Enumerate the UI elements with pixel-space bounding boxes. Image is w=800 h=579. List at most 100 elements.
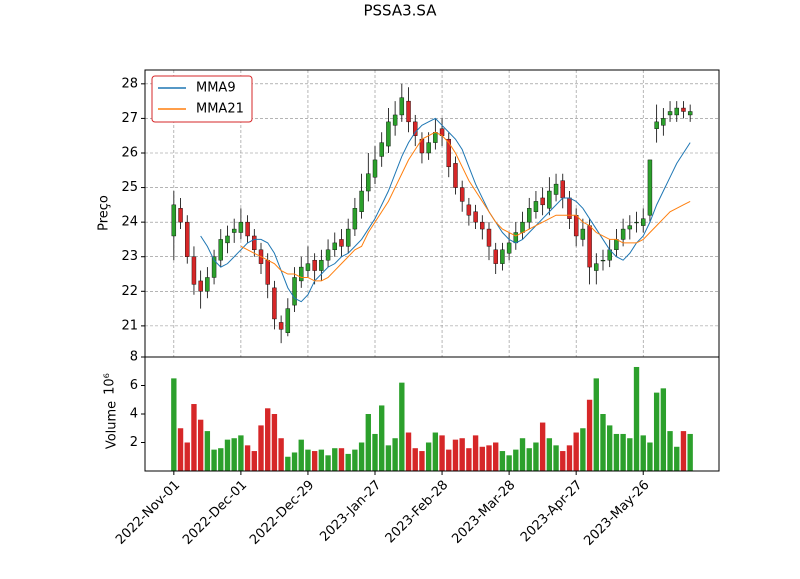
x-tick-label: 2022-Dec-29	[247, 478, 317, 548]
candle-body	[433, 132, 438, 143]
candle-body	[352, 208, 358, 230]
volume-y-tick-label: 6	[130, 378, 138, 393]
candle-body	[386, 121, 391, 147]
volume-bar	[379, 405, 385, 471]
volume-bar	[680, 431, 687, 471]
candle-body	[198, 280, 203, 292]
volume-bar	[311, 451, 318, 471]
volume-bar	[613, 433, 620, 471]
candle-body	[600, 259, 606, 262]
volume-bar	[486, 445, 492, 471]
volume-bar	[600, 414, 606, 471]
candle-body	[641, 218, 646, 226]
volume-bar	[399, 382, 405, 471]
x-tick-label: 2023-Jan-27	[317, 478, 384, 545]
volume-bar	[352, 449, 358, 471]
candle-body	[687, 111, 693, 116]
volume-bar	[472, 435, 479, 471]
candle-body	[426, 142, 431, 154]
candle-body	[332, 242, 337, 251]
candle-body	[413, 121, 418, 136]
volume-bar	[553, 445, 559, 471]
volume-bar	[513, 449, 519, 471]
candle-body	[205, 277, 210, 292]
volume-bar	[566, 445, 573, 471]
volume-bar	[258, 425, 264, 471]
volume-bar	[218, 448, 224, 471]
candle-body	[527, 208, 532, 223]
volume-bar	[452, 439, 459, 471]
candle-body	[500, 249, 505, 264]
candle-body	[399, 97, 405, 116]
volume-bar	[385, 445, 392, 471]
x-tick-label: 2023-May-26	[581, 478, 652, 549]
volume-bar	[546, 438, 553, 471]
volume-bar	[586, 399, 593, 471]
x-tick-label: 2023-Apr-27	[518, 478, 585, 545]
volume-bar	[197, 419, 204, 471]
volume-bar	[405, 432, 412, 471]
y-tick-label: 25	[121, 180, 138, 195]
volume-y-tick-label: 2	[130, 435, 138, 450]
y-tick-label: 26	[121, 145, 138, 160]
candle-body	[654, 121, 659, 129]
candle-body	[580, 228, 586, 240]
candle-body	[392, 114, 398, 126]
candle-body	[446, 138, 451, 168]
volume-bar	[425, 442, 432, 471]
volume-bar	[580, 428, 586, 471]
candle-body	[225, 235, 230, 244]
candle-body	[486, 228, 492, 247]
volume-bar	[271, 414, 278, 471]
candle-body	[520, 221, 525, 233]
candle-body	[406, 100, 411, 123]
candle-body	[265, 259, 270, 285]
volume-frame	[144, 356, 720, 472]
volume-bar	[674, 446, 680, 471]
candle-body	[359, 190, 364, 212]
volume-bar	[627, 438, 633, 471]
volume-bar	[499, 451, 506, 471]
volume-bar	[184, 442, 190, 471]
volume-bar	[365, 414, 371, 471]
volume-bar	[439, 435, 445, 471]
volume-bar	[392, 438, 398, 471]
candle-body	[319, 259, 324, 271]
volume-bar	[432, 432, 439, 471]
candle-body	[667, 111, 673, 116]
volume-bar	[560, 451, 566, 471]
volume-bar	[372, 433, 378, 471]
moving-average-line	[240, 131, 691, 282]
candle-body	[513, 232, 519, 244]
volume-bar	[620, 433, 626, 471]
volume-bar	[459, 438, 465, 471]
y-tick-label: 27	[121, 111, 138, 126]
volume-bar	[305, 449, 311, 471]
volume-bar	[653, 392, 660, 471]
candle-body	[171, 204, 177, 237]
candle-body	[252, 235, 257, 251]
candle-body	[573, 215, 579, 237]
volume-bar	[278, 438, 284, 471]
volume-bar	[224, 439, 231, 471]
candle-body	[473, 211, 478, 223]
volume-bar	[318, 449, 325, 471]
candle-body	[540, 197, 545, 206]
volume-bar	[526, 448, 532, 471]
volume-bar	[244, 445, 251, 471]
volume-bar	[493, 442, 499, 471]
candle-body	[231, 228, 237, 233]
volume-bar	[238, 435, 244, 471]
volume-bar	[687, 433, 693, 471]
volume-bar	[446, 449, 452, 471]
volume-bar	[419, 451, 425, 471]
volume-bar	[204, 431, 211, 471]
y-tick-label: 21	[121, 318, 138, 333]
candle-body	[325, 249, 331, 261]
candle-body	[292, 277, 297, 306]
legend-label: MMA21	[196, 102, 244, 117]
volume-offset: 10⁶	[103, 373, 118, 395]
volume-bar	[633, 366, 640, 471]
candle-body	[305, 263, 311, 271]
moving-average-line	[200, 117, 691, 303]
